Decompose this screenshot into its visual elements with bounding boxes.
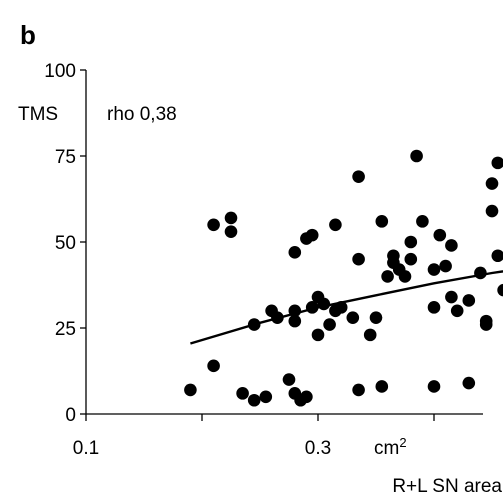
data-point <box>207 359 220 373</box>
data-point <box>323 318 336 331</box>
data-point <box>485 177 499 190</box>
data-point <box>491 156 503 170</box>
data-point <box>305 301 319 314</box>
x-tick-label: 0.3 <box>305 438 331 459</box>
data-point <box>184 383 197 397</box>
data-point <box>427 301 441 314</box>
y-tick-label: 0 <box>65 405 76 426</box>
data-point <box>288 314 302 328</box>
data-point <box>450 304 464 318</box>
data-point <box>369 311 383 324</box>
data-point <box>375 215 389 228</box>
data-point <box>375 380 389 393</box>
data-point <box>363 328 377 342</box>
data-point <box>334 301 348 314</box>
data-point <box>404 252 418 266</box>
data-point <box>236 387 249 400</box>
data-point <box>485 204 499 218</box>
data-point <box>329 218 342 232</box>
data-point <box>474 266 487 280</box>
data-point <box>427 263 441 276</box>
x-unit-superscript: 2 <box>399 435 406 450</box>
data-point <box>305 228 319 242</box>
data-point <box>445 239 458 252</box>
data-point <box>462 376 476 390</box>
correlation-annotation: rho 0,38 <box>107 104 177 125</box>
data-point <box>462 294 476 307</box>
data-point <box>404 235 418 249</box>
x-tick-label: 0.1 <box>73 438 99 459</box>
data-point <box>224 211 238 225</box>
data-point <box>207 218 220 232</box>
data-point <box>398 270 412 283</box>
data-point <box>439 259 452 273</box>
y-tick-label: 25 <box>55 319 76 340</box>
data-point <box>491 249 503 263</box>
data-point <box>282 373 296 386</box>
data-point <box>497 283 503 297</box>
data-point <box>352 383 365 397</box>
data-point <box>247 393 261 407</box>
data-points-group <box>184 149 503 407</box>
x-unit-base: cm <box>374 438 399 459</box>
data-point <box>445 290 458 304</box>
data-point <box>288 246 302 259</box>
data-point <box>427 380 441 393</box>
x-axis-unit: cm2 <box>374 435 407 459</box>
data-point <box>288 304 302 318</box>
data-point <box>352 252 365 266</box>
y-tick-label: 50 <box>55 233 76 254</box>
y-tick-label: 100 <box>44 61 76 82</box>
data-point <box>387 249 400 263</box>
data-point <box>317 297 331 311</box>
data-point <box>224 225 238 238</box>
data-point <box>381 270 394 283</box>
panel-label: b <box>20 20 36 50</box>
data-point <box>416 215 429 228</box>
data-point <box>433 228 447 242</box>
data-point <box>259 390 273 404</box>
data-point <box>346 311 360 324</box>
data-point <box>300 390 313 404</box>
y-tick-label: 75 <box>55 147 76 168</box>
x-axis-title: R+L SN area <box>392 476 502 497</box>
y-axis-title: TMS <box>18 104 58 125</box>
data-point <box>311 328 325 342</box>
data-point <box>352 170 365 183</box>
data-point <box>479 318 493 331</box>
data-point <box>271 311 284 324</box>
data-point <box>410 149 423 163</box>
data-point <box>247 318 261 331</box>
